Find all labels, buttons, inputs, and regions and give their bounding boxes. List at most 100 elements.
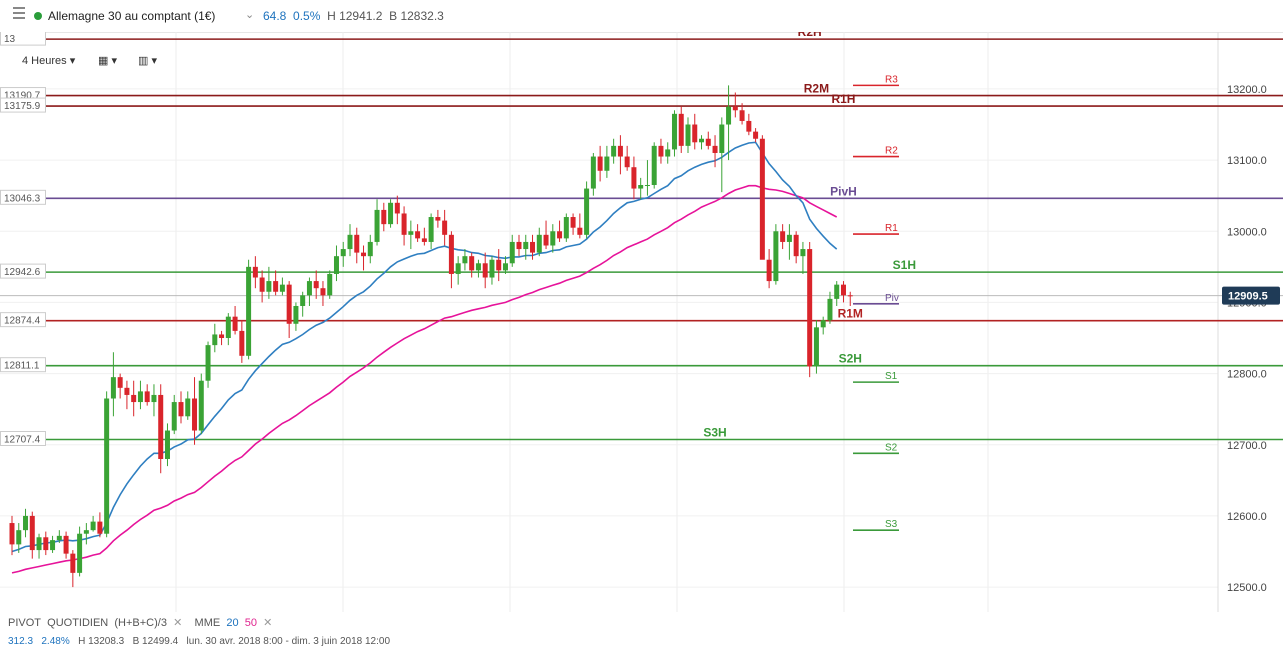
level-tag-box xyxy=(0,312,46,328)
candle-body xyxy=(448,234,454,274)
candle-body xyxy=(726,106,732,125)
candle-body xyxy=(36,537,42,551)
header-stats: 64.8 0.5% H 12941.2 B 12832.3 xyxy=(263,9,444,23)
candle xyxy=(246,259,252,360)
candle-body xyxy=(415,231,421,239)
candle xyxy=(110,352,116,417)
candle-body xyxy=(557,231,563,239)
pivot-label: S2 xyxy=(885,442,898,453)
candle xyxy=(671,110,677,157)
level-tag-label: 13175.9 xyxy=(4,101,41,112)
candle xyxy=(421,227,427,246)
candle xyxy=(732,92,738,118)
candle-body xyxy=(70,553,76,573)
candle-body xyxy=(651,145,657,186)
candle-body xyxy=(834,284,840,299)
market-status-icon xyxy=(34,12,42,20)
timeframe-select[interactable]: 4 Heures ▾ xyxy=(22,55,76,67)
pivot-label[interactable]: PIVOT xyxy=(8,617,42,629)
candle xyxy=(516,234,522,257)
candle-body xyxy=(347,234,353,250)
level-tag: 13175.9 xyxy=(0,97,46,113)
level-label: R1M xyxy=(838,307,863,321)
candle-body xyxy=(516,241,522,250)
last-price-tag: 12909.5 xyxy=(1222,286,1280,305)
candle-body xyxy=(381,209,387,225)
indicator-row: PIVOT QUOTIDIEN (H+B+C)/3 ✕ MME 20 50 ✕ xyxy=(8,616,272,629)
candle-body xyxy=(685,124,691,146)
candle xyxy=(56,530,62,543)
candle-body xyxy=(63,535,69,554)
candle xyxy=(23,508,29,538)
candle-body xyxy=(300,295,306,306)
candle-body xyxy=(164,430,170,459)
candle xyxy=(77,526,83,577)
candle-body xyxy=(597,156,603,171)
chart-type-button[interactable]: ▦ ▾ xyxy=(98,55,117,67)
candle xyxy=(820,316,826,335)
candle xyxy=(401,206,407,246)
candle xyxy=(813,320,819,374)
candle xyxy=(50,535,56,553)
candle xyxy=(611,138,617,164)
candle xyxy=(496,249,502,282)
candle-body xyxy=(624,156,630,168)
level-tag: 13046.3 xyxy=(0,189,46,205)
ma50-line xyxy=(11,184,838,574)
level-label: PivH xyxy=(830,184,857,198)
candle xyxy=(63,531,69,559)
candle-body xyxy=(509,241,515,264)
candle-body xyxy=(279,284,285,292)
candle xyxy=(475,259,481,278)
candle-body xyxy=(523,241,529,250)
candle-body xyxy=(658,145,664,157)
close-icon[interactable]: ✕ xyxy=(170,617,192,629)
candle-body xyxy=(185,398,191,417)
candle-body xyxy=(83,530,89,534)
candle-body xyxy=(266,281,272,292)
level-tag: 12942.6 xyxy=(0,263,46,279)
candle-body xyxy=(665,149,671,157)
candle xyxy=(367,234,373,264)
candle-body xyxy=(333,256,339,274)
candle-body xyxy=(171,402,177,431)
candle xyxy=(840,281,846,303)
candle-body xyxy=(212,334,218,346)
candle-body xyxy=(50,540,56,551)
ma-label[interactable]: MME xyxy=(194,617,221,629)
candle-body xyxy=(361,252,367,257)
menu-icon[interactable] xyxy=(13,7,25,19)
candle-body xyxy=(327,273,333,296)
candle xyxy=(239,320,245,363)
footer-change-pct: 2.48% xyxy=(41,636,70,647)
close-icon[interactable]: ✕ xyxy=(260,617,273,629)
level-tag-label: 13190.7 xyxy=(4,91,41,102)
candle xyxy=(455,256,461,285)
candle xyxy=(259,270,265,303)
candle-body xyxy=(259,277,265,292)
candle xyxy=(273,270,279,296)
candle-body xyxy=(192,398,198,431)
candle xyxy=(293,302,299,331)
candle-body xyxy=(584,188,590,235)
candle xyxy=(644,160,650,196)
chevron-down-icon[interactable]: ⌄ xyxy=(245,9,255,21)
candle-body xyxy=(374,209,380,242)
candle-body xyxy=(611,145,617,157)
header-change: 64.8 xyxy=(263,9,287,23)
candle-body xyxy=(137,391,143,403)
instrument-title[interactable]: Allemagne 30 au comptant (1€) xyxy=(48,9,216,23)
candle xyxy=(192,377,198,445)
candle-body xyxy=(219,334,225,339)
level-tag-label: 12942.6 xyxy=(4,267,41,278)
header-low: B 12832.3 xyxy=(389,9,444,23)
candle-body xyxy=(428,217,434,242)
candle-body xyxy=(773,231,779,282)
indicators-button[interactable]: ▥ ▾ xyxy=(138,55,157,67)
period-summary: 312.3 2.48% H 13208.3 B 12499.4 lun. 30 … xyxy=(8,636,390,647)
candle-body xyxy=(16,530,22,545)
level-label: R2H xyxy=(798,32,822,39)
candle xyxy=(381,202,387,232)
level-tag-label: 12707.4 xyxy=(4,434,41,445)
